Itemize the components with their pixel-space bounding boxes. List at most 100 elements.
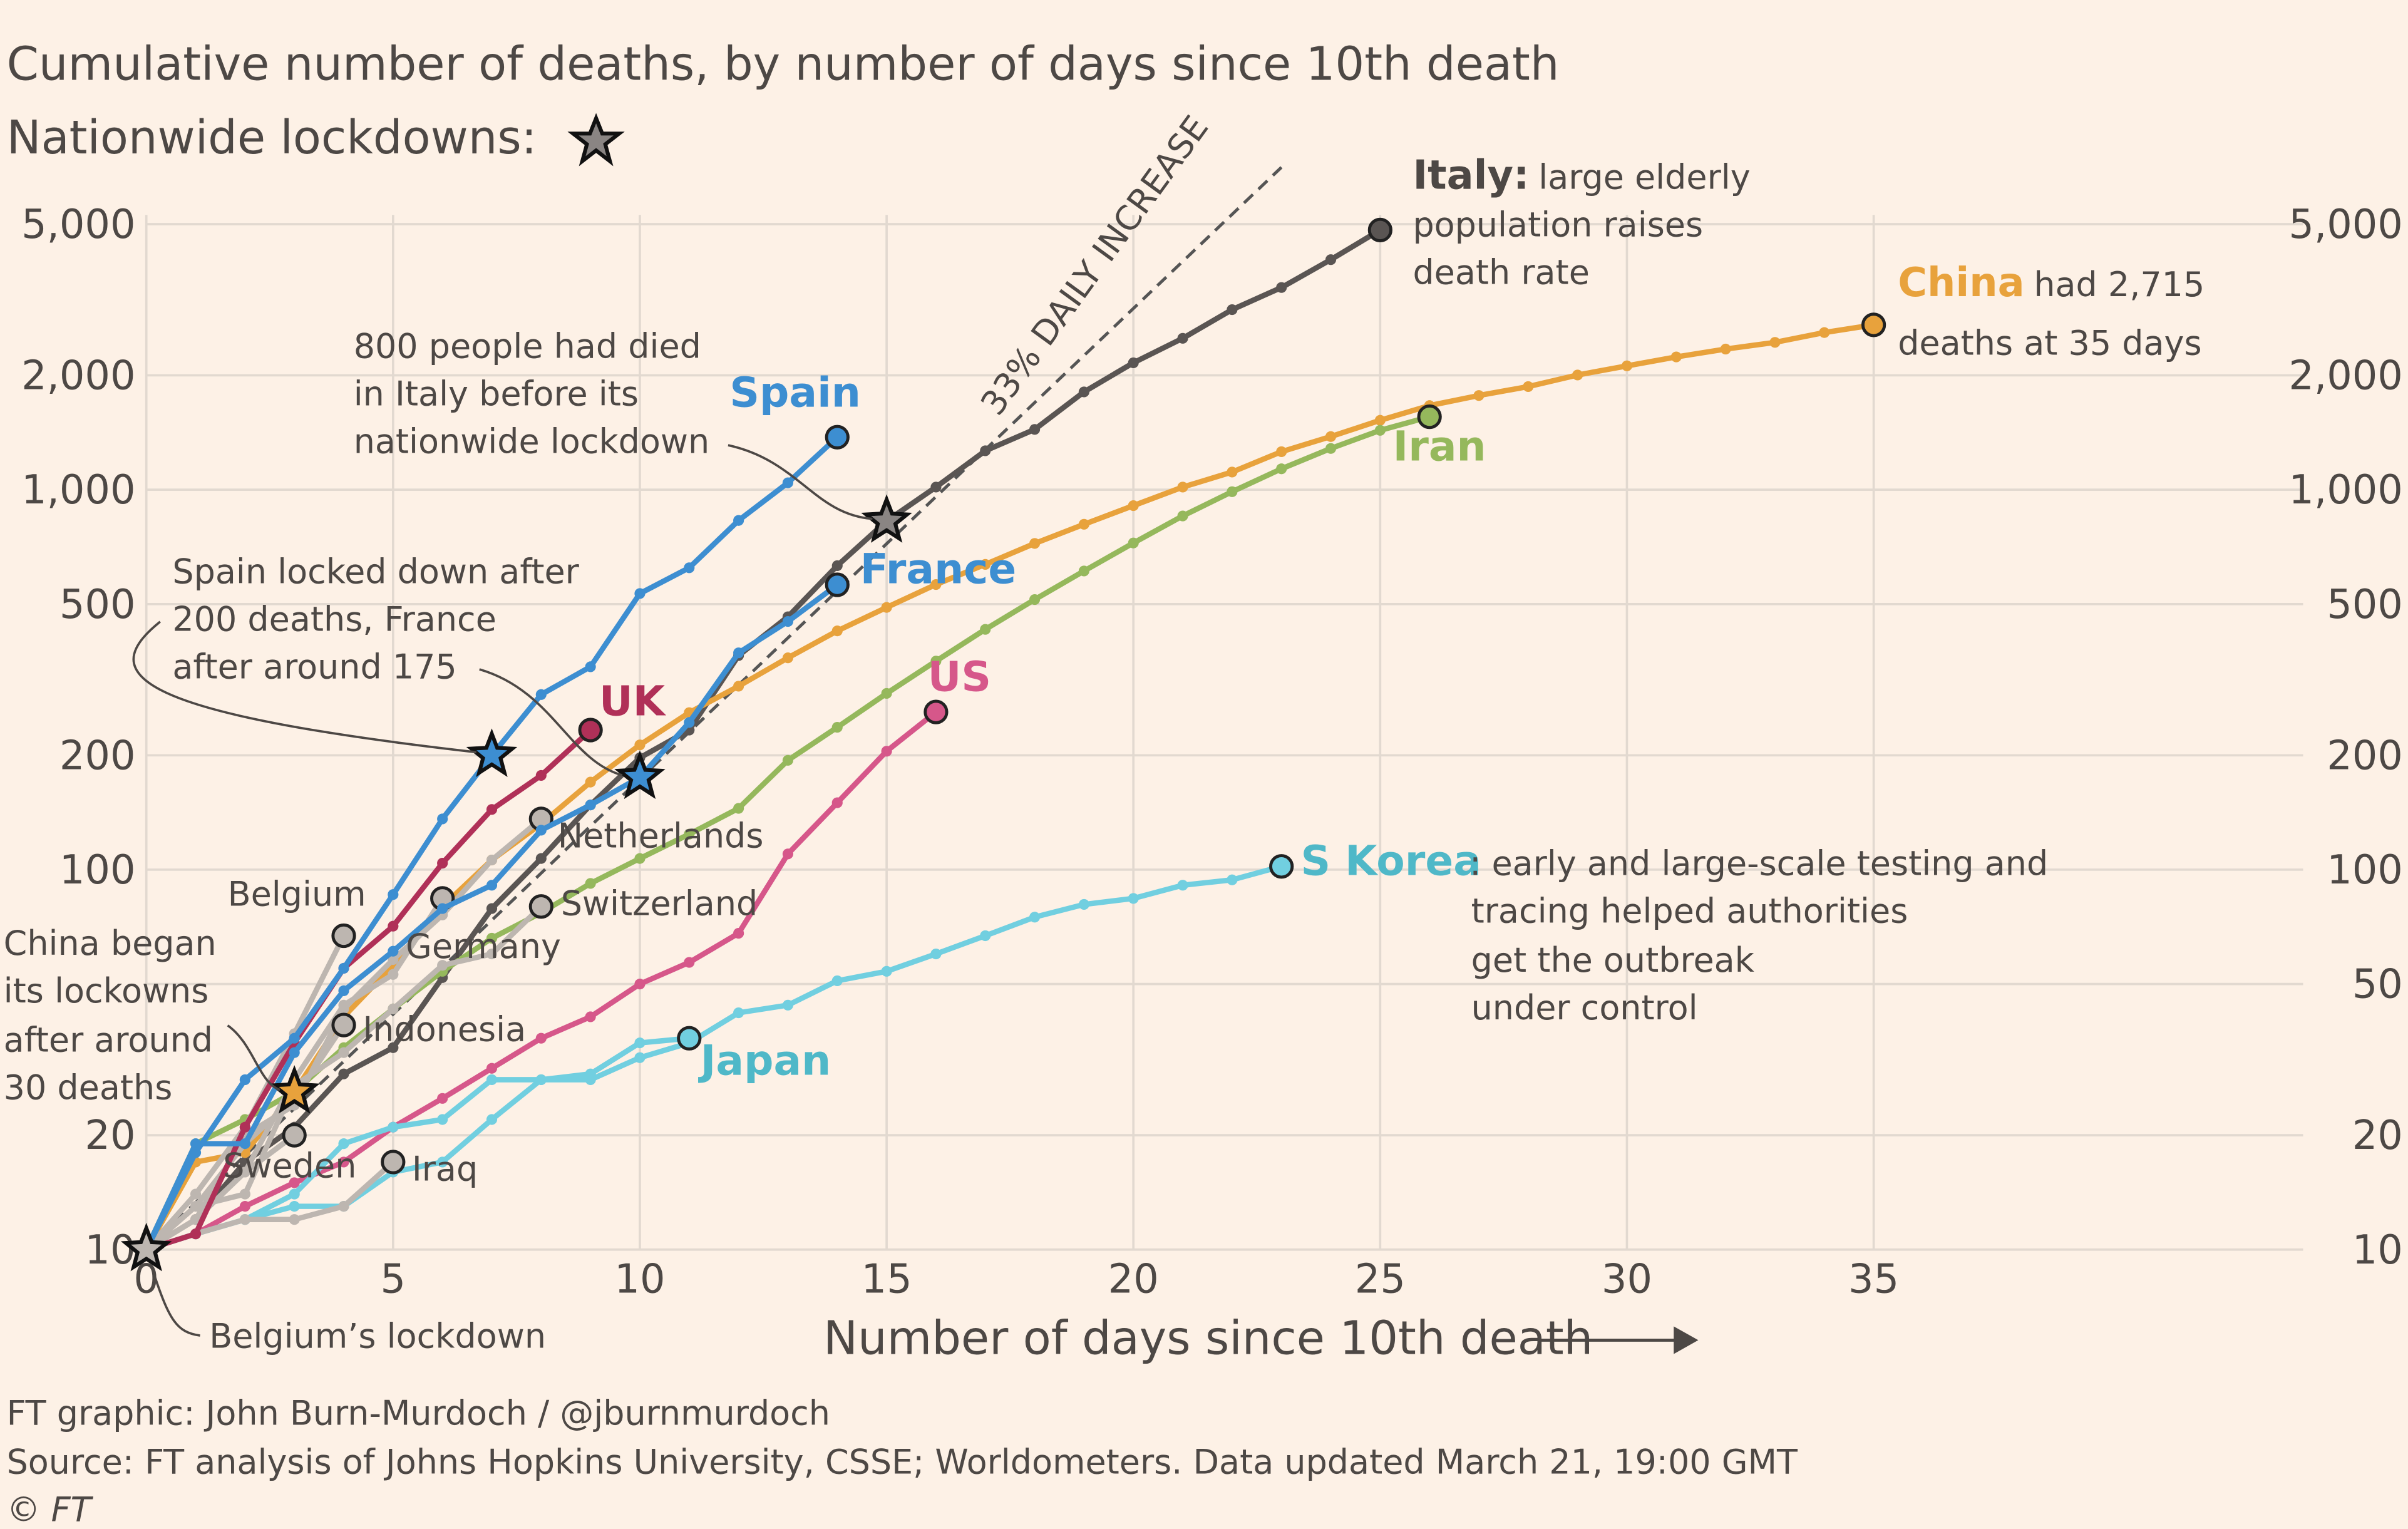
data-point (782, 848, 794, 860)
data-point (585, 1011, 596, 1022)
data-point (1177, 332, 1188, 344)
end-point (1861, 312, 1886, 337)
data-point (289, 1188, 300, 1200)
data-point (190, 1201, 202, 1212)
svg-text:in Italy before its: in Italy before its (354, 374, 639, 413)
lockdown-star-icon (120, 1222, 172, 1272)
data-point (486, 804, 498, 815)
data-point (486, 903, 498, 914)
data-point (388, 920, 399, 932)
data-point (1227, 874, 1238, 885)
svg-text:China began: China began (4, 924, 217, 963)
y-tick-left: 10 (85, 1227, 135, 1274)
data-point (239, 1201, 250, 1212)
data-point (239, 1214, 250, 1225)
x-tick: 35 (1848, 1256, 1899, 1302)
svg-text:after around: after around (4, 1020, 213, 1059)
data-point (1523, 381, 1534, 393)
data-point (486, 1063, 498, 1074)
x-tick: 30 (1602, 1256, 1652, 1302)
data-point (535, 689, 547, 700)
y-tick-right: 1,000 (2288, 467, 2402, 513)
italy-annotation: Italy: large elderly population raises de… (1412, 153, 1750, 292)
y-tick-right: 50 (2352, 962, 2403, 1008)
data-point (782, 999, 794, 1011)
data-point (486, 948, 498, 960)
data-point (388, 889, 399, 900)
end-point (381, 1150, 406, 1175)
data-point (486, 1114, 498, 1125)
end-point (924, 699, 949, 724)
data-point (239, 1121, 250, 1133)
y-tick-right: 200 (2327, 733, 2403, 779)
data-point (930, 656, 942, 667)
data-point (289, 1214, 300, 1225)
data-point (239, 1166, 250, 1178)
data-point (831, 560, 843, 572)
end-point (825, 425, 850, 450)
data-point (1374, 425, 1386, 436)
end-point (331, 923, 356, 949)
svg-text:: early and large-scale testin: : early and large-scale testing and (1469, 844, 2048, 883)
lockdown-star-icon (269, 1065, 320, 1114)
legend-star-icon (567, 113, 625, 167)
data-point (684, 828, 695, 840)
y-tick-left: 500 (59, 582, 136, 628)
data-point (388, 969, 399, 980)
svg-text:under control: under control (1471, 988, 1698, 1027)
data-point (1276, 282, 1287, 293)
data-point (1473, 390, 1484, 401)
data-point (881, 746, 892, 757)
axis-ticks: 5,000 2,000 1,000 500 200 100 50 20 10 5,000 2,000… (21, 202, 2403, 1302)
data-point (585, 878, 596, 889)
data-point (1177, 481, 1188, 493)
data-point (733, 1007, 744, 1019)
data-point (437, 813, 448, 825)
svg-text:800 people had died: 800 people had died (354, 326, 701, 366)
data-point (1276, 463, 1287, 475)
svg-text:death rate: death rate (1412, 253, 1589, 292)
china-lockdown-annotation: China began its lockowns after around 30… (4, 924, 280, 1107)
data-point (1572, 369, 1583, 381)
data-point (634, 588, 646, 599)
end-point (331, 1012, 356, 1037)
data-point (684, 957, 695, 968)
label-uk: UK (599, 677, 667, 726)
y-tick-right: 500 (2327, 582, 2403, 628)
y-tick-right: 5,000 (2288, 202, 2402, 248)
data-point (634, 979, 646, 990)
data-point (881, 965, 892, 977)
data-point (535, 1074, 547, 1086)
lockdown-star-icon (466, 728, 518, 777)
data-point (831, 797, 843, 808)
data-point (585, 800, 596, 811)
data-point (338, 999, 349, 1011)
data-point (684, 562, 695, 574)
end-point (578, 718, 603, 743)
data-point (338, 962, 349, 974)
subtitle: Cumulative number of deaths, by number o… (7, 38, 1560, 91)
data-point (634, 739, 646, 751)
footer-copyright: © FT (7, 1490, 94, 1529)
data-point (585, 776, 596, 788)
svg-text:its lockowns: its lockowns (4, 971, 209, 1011)
data-point (831, 975, 843, 986)
data-point (980, 445, 991, 456)
data-point (1227, 304, 1238, 316)
x-axis-label: Number of days since 10th death (823, 1312, 1593, 1365)
data-point (535, 825, 547, 836)
data-point (634, 1052, 646, 1063)
data-point (1374, 414, 1386, 426)
data-point (1325, 431, 1337, 442)
data-point (1621, 360, 1633, 371)
label-spain: Spain (729, 369, 861, 417)
data-point (338, 1068, 349, 1079)
svg-text:deaths at 35 days: deaths at 35 days (1898, 323, 2201, 363)
footer-source: Source: FT analysis of Johns Hopkins Uni… (7, 1443, 1798, 1482)
data-point (1177, 510, 1188, 522)
x-tick: 5 (381, 1256, 406, 1302)
series-uk (141, 718, 603, 1255)
label-iraq: Iraq (412, 1149, 478, 1188)
y-tick-left: 2,000 (21, 353, 135, 399)
data-point (239, 1074, 250, 1086)
